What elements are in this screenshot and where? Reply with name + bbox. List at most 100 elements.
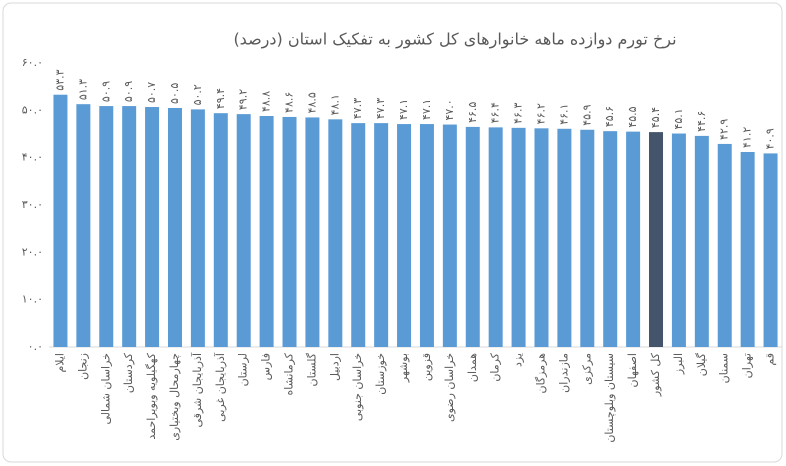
x-tick-label: یزد [512, 353, 525, 367]
bar [717, 143, 732, 347]
bar [53, 94, 68, 347]
value-label: ۴۹.۴ [214, 88, 227, 109]
x-tick-label: اصفهان [626, 353, 639, 387]
x-tick-label: کل کشور [649, 352, 662, 397]
value-label: ۴۲.۹ [718, 119, 731, 140]
bar [557, 128, 572, 347]
value-label: ۴۰.۹ [764, 128, 777, 149]
value-label: ۴۵.۹ [580, 104, 593, 125]
value-label: ۵۰.۲ [191, 84, 204, 105]
x-tick-label: خراسان شمالی [99, 353, 112, 425]
bar [740, 151, 755, 347]
bar [763, 153, 778, 347]
x-tick-label: سیستان وبلوچستان [603, 353, 616, 443]
x-tick-label: زنجان [76, 353, 89, 380]
bar [213, 113, 228, 347]
value-label: ۴۸.۱ [328, 94, 341, 115]
x-tick-label: چهارمحال وبختیاری [168, 353, 181, 441]
bar [76, 104, 91, 348]
bar [328, 119, 343, 348]
y-tick-label: ۰.۰ [28, 340, 43, 353]
x-tick-label: اردبیل [328, 353, 341, 381]
y-tick-label: ۱۰.۰ [22, 293, 43, 306]
value-label: ۴۶.۳ [512, 103, 525, 124]
x-tick-label: کردستان [122, 352, 135, 393]
x-tick-label: همدان [466, 353, 479, 382]
bar [190, 109, 205, 348]
x-tick-label: کرمانشاه [283, 352, 296, 395]
y-tick-label: ۴۰.۰ [22, 151, 43, 164]
bar [236, 114, 251, 348]
y-tick-label: ۲۰.۰ [22, 245, 43, 258]
bar [649, 132, 664, 347]
x-tick-label: خراسان جنوبی [351, 353, 364, 421]
bar [259, 116, 274, 347]
bar [99, 106, 114, 347]
bar [671, 133, 686, 347]
value-label: ۵۰.۹ [122, 81, 135, 102]
bar [465, 126, 480, 348]
bar [534, 128, 549, 347]
bar [419, 124, 434, 347]
x-tick-label: هرمزگان [534, 353, 547, 394]
bar [374, 123, 389, 347]
value-label: ۴۵.۴ [649, 107, 662, 128]
value-label: ۴۶.۵ [466, 102, 479, 123]
value-label: ۵۱.۳ [76, 79, 89, 100]
x-tick-label: فارس [260, 353, 273, 380]
bar [511, 127, 526, 347]
bar [442, 124, 457, 348]
value-label: ۵۰.۵ [168, 83, 181, 104]
x-tick-label: گلستان [305, 352, 318, 386]
x-tick-label: ایلام [53, 353, 66, 373]
x-tick-label: آذربایجان شرقی [190, 352, 204, 427]
x-tick-label: تهران [741, 353, 754, 378]
value-label: ۴۷.۰ [443, 99, 456, 120]
x-tick-label: آذربایجان غربی [213, 352, 227, 422]
bar [305, 117, 320, 347]
value-label: ۴۷.۱ [420, 99, 433, 120]
value-label: ۴۶.۱ [557, 104, 570, 125]
x-tick-label: کهگیلویه وبویراحمد [145, 352, 158, 439]
x-tick-label: بوشهر [397, 353, 410, 383]
y-tick-label: ۵۰.۰ [22, 103, 43, 116]
bar [603, 131, 618, 347]
x-tick-label: گیلان [695, 352, 708, 376]
value-label: ۵۳.۳ [53, 69, 66, 90]
bar [145, 107, 160, 348]
bar [351, 123, 366, 347]
x-tick-label: لرستان [237, 353, 250, 386]
x-tick-label: قزوین [420, 353, 433, 381]
x-tick-label: خراسان رضوی [443, 353, 456, 422]
x-tick-label: سمنان [718, 353, 731, 383]
value-label: ۴۴.۶ [695, 111, 708, 132]
x-tick-label: مازندران [557, 353, 570, 393]
y-tick-label: ۶۰.۰ [22, 56, 43, 69]
bar [580, 129, 595, 347]
value-label: ۴۶.۴ [489, 102, 502, 123]
bar [282, 116, 297, 348]
value-label: ۴۶.۲ [534, 103, 547, 124]
x-tick-label: خوزستان [374, 353, 387, 395]
bar [122, 106, 137, 347]
bar [167, 107, 182, 347]
value-label: ۵۰.۹ [99, 81, 112, 102]
x-tick-label: قم [764, 353, 777, 366]
value-label: ۴۷.۱ [397, 99, 410, 120]
y-tick-label: ۳۰.۰ [22, 198, 43, 211]
value-label: ۴۷.۳ [374, 98, 387, 119]
x-tick-label: مرکزی [580, 353, 593, 385]
x-tick-label: کرمان [489, 352, 502, 381]
value-label: ۴۵.۵ [626, 106, 639, 127]
bar [397, 124, 412, 347]
value-label: ۴۷.۳ [351, 98, 364, 119]
bar [694, 135, 709, 347]
value-label: ۴۹.۲ [237, 89, 250, 110]
chart-title: نرخ تورم دوازده ماهه خانوارهای کل کشور ب… [233, 30, 676, 50]
bar [626, 131, 641, 347]
value-label: ۴۵.۱ [672, 108, 685, 129]
value-label: ۴۱.۲ [741, 127, 754, 148]
value-label: ۴۸.۵ [305, 92, 318, 113]
